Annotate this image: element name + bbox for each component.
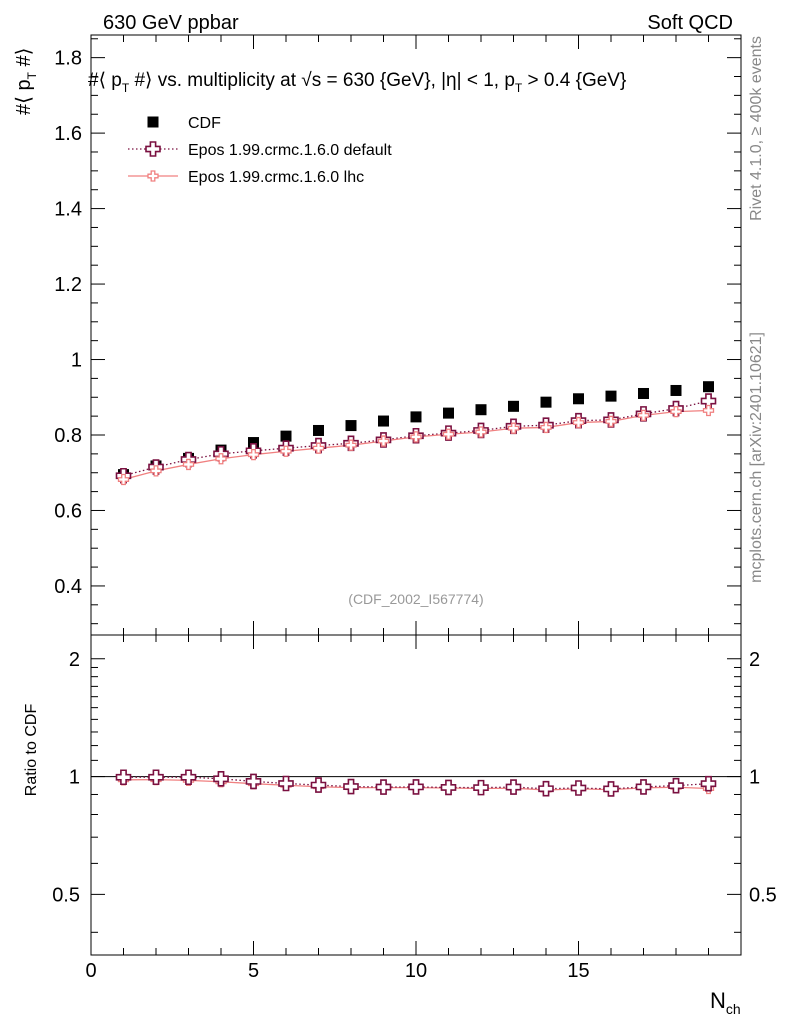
x-tick-label: 10: [405, 960, 427, 982]
cdf-point: [443, 407, 454, 419]
ratio-y-tick-labels: 0.5 0.5 1 1 2 2: [52, 649, 777, 907]
lhc-point: [670, 405, 682, 418]
ratio-default-point: [635, 779, 652, 795]
legend-marker: [145, 141, 161, 157]
lhc-point: [572, 416, 585, 429]
x-tick-label: 5: [248, 960, 259, 982]
ratio-default-point: [148, 769, 164, 786]
ratio-series-group: [115, 769, 717, 797]
ratio-plot-frame: [90, 634, 742, 956]
legend-label: Epos 1.99.crmc.1.6.0 lhc: [188, 169, 364, 186]
ratio-default-point: [668, 777, 684, 794]
header-right: Soft QCD: [647, 12, 733, 34]
lhc-point: [215, 453, 227, 465]
main-y-axis-label: #⟨ pT​ #⟩: [13, 48, 39, 115]
lhc-point: [507, 422, 520, 434]
rivet-label: Rivet 4.1.0, ≥ 400k events: [748, 36, 765, 221]
cdf-point: [638, 387, 649, 399]
x-axis-label: Nch​: [710, 988, 741, 1017]
cdf-point: [573, 393, 584, 405]
main-y-tick-label: 0.8: [54, 425, 82, 447]
lhc-point: [702, 404, 715, 417]
lhc-point: [605, 415, 617, 428]
ratio-default-point: [375, 779, 392, 795]
ratio-default-point: [343, 778, 359, 795]
ratio-default-point: [505, 779, 522, 795]
ratio-default-point: [408, 779, 424, 795]
lhc-point: [117, 473, 130, 486]
lhc-point: [345, 439, 357, 451]
cdf-point: [540, 396, 552, 408]
ratio-default-point: [603, 781, 619, 797]
legend-marker: [147, 116, 159, 128]
cdf-point: [313, 424, 324, 436]
ratio-default-point: [538, 780, 554, 797]
cdf-point: [280, 430, 292, 442]
ratio-y-tick-label-left: 2: [69, 649, 80, 671]
ratio-default-point: [473, 779, 489, 796]
plot-title: #⟨ pT​ #⟩ vs. multiplicity at √s = 630 {…: [88, 70, 626, 95]
analysis-watermark: (CDF_2002_I567774): [348, 591, 483, 607]
cdf-point: [670, 384, 682, 396]
x-tick-label: 15: [567, 960, 589, 982]
x-tick-label: 0: [85, 960, 96, 982]
main-y-tick-label: 1.8: [54, 48, 82, 70]
ratio-y-axis-label: Ratio to CDF: [23, 704, 40, 797]
main-y-tick-label: 1: [71, 350, 82, 372]
ratio-default-point: [700, 775, 717, 792]
ratio-y-tick-label-right: 2: [749, 649, 760, 671]
ratio-default-point: [570, 780, 587, 796]
main-y-tick-label: 0.4: [54, 576, 82, 598]
ratio-default-point: [440, 779, 457, 796]
main-series-group: [115, 381, 717, 486]
main-y-tick-label: 1.2: [54, 274, 82, 296]
lhc-point: [442, 428, 455, 440]
x-tick-labels: 0 5 10 15: [85, 960, 589, 982]
ratio-default-point: [310, 777, 327, 793]
ratio-y-tick-label-right: 0.5: [749, 884, 777, 906]
main-y-tick-label: 1.6: [54, 123, 82, 145]
legend-label: CDF: [188, 115, 221, 132]
ratio-y-tick-label-left: 0.5: [52, 884, 80, 906]
ratio-default-point: [115, 769, 132, 786]
legend: CDF Epos 1.99.crmc.1.6.0 default Epos 1.99…: [128, 115, 392, 186]
header-left: 630 GeV ppbar: [103, 12, 239, 34]
cdf-point: [703, 381, 714, 393]
lhc-point: [475, 426, 487, 438]
lhc-point: [280, 445, 292, 457]
cdf-point: [248, 437, 259, 449]
ratio-default-point: [245, 773, 262, 790]
ratio-default-point: [180, 769, 197, 786]
ratio-default-point: [213, 770, 229, 787]
cdf-point: [410, 411, 422, 423]
cdf-point: [508, 400, 519, 412]
lhc-point: [182, 458, 195, 471]
cdf-point: [378, 415, 389, 427]
lhc-point: [410, 431, 422, 443]
ratio-y-tick-label-left: 1: [69, 767, 80, 789]
cdf-point: [475, 404, 487, 416]
main-y-tick-label: 0.6: [54, 500, 82, 522]
cdf-point: [345, 420, 357, 432]
lhc-point: [377, 435, 390, 447]
legend-label: Epos 1.99.crmc.1.6.0 default: [188, 142, 392, 159]
ratio-default-point: [278, 775, 294, 792]
lhc-point: [540, 421, 552, 434]
main-y-tick-label: 1.4: [54, 199, 82, 221]
ratio-axis-ticks: [90, 635, 742, 955]
cdf-point: [605, 390, 617, 402]
lhc-point: [312, 442, 325, 454]
lhc-point: [247, 448, 260, 461]
main-y-tick-labels: 0.4 0.6 0.8 1 1.2 1.4 1.6 1.8: [54, 48, 82, 598]
lhc-point: [150, 465, 162, 477]
lhc-point: [637, 409, 650, 422]
ratio-y-tick-label-right: 1: [749, 767, 760, 789]
mcplots-label: mcplots.cern.ch [arXiv:2401.10621]: [748, 332, 765, 583]
main-axis-ticks: [90, 35, 742, 635]
legend-marker: [147, 170, 159, 182]
